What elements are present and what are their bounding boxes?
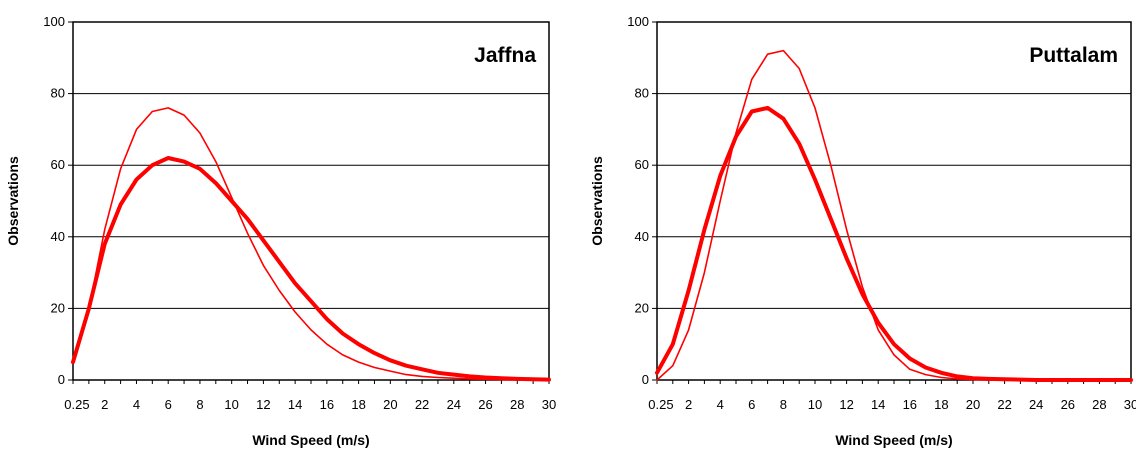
series-line-thick	[71, 156, 551, 382]
x-tick-label: 26	[478, 397, 492, 412]
x-tick-label: 12	[256, 397, 270, 412]
y-tick-label: 40	[635, 229, 649, 244]
x-tick-label: 14	[871, 397, 885, 412]
x-tick-label: 30	[1124, 397, 1136, 412]
plot-frame	[72, 21, 550, 381]
y-tick-label: 20	[51, 300, 65, 315]
x-tick-label: 10	[808, 397, 822, 412]
plot-frame	[656, 21, 1132, 381]
x-tick-label: 28	[1092, 397, 1106, 412]
series-line-thin	[72, 107, 550, 381]
x-tick-label: 26	[1061, 397, 1075, 412]
x-tick-label: 12	[839, 397, 853, 412]
y-tick-label: 100	[627, 14, 649, 29]
x-tick-label: 16	[320, 397, 334, 412]
x-tick-label: 18	[351, 397, 365, 412]
x-tick-label: 20	[966, 397, 980, 412]
y-tick-label: 0	[58, 372, 65, 387]
x-tick-label: 18	[934, 397, 948, 412]
x-tick-label: 8	[780, 397, 787, 412]
x-tick-label: 2	[685, 397, 692, 412]
y-axis-title: Observations	[589, 156, 605, 246]
y-tick-label: 60	[635, 157, 649, 172]
x-tick-label: 30	[542, 397, 556, 412]
y-axis-title: Observations	[5, 156, 21, 246]
x-axis-title: Wind Speed (m/s)	[252, 432, 369, 448]
x-axis-title: Wind Speed (m/s)	[835, 432, 952, 448]
x-tick-label: 14	[288, 397, 302, 412]
x-tick-label: 16	[903, 397, 917, 412]
y-tick-label: 80	[635, 86, 649, 101]
y-tick-label: 60	[51, 157, 65, 172]
series-line-thick	[655, 105, 1133, 382]
x-tick-label: 20	[383, 397, 397, 412]
x-tick-label: 6	[748, 397, 755, 412]
chart-title: Jaffna	[474, 44, 536, 67]
x-tick-label: 24	[447, 397, 461, 412]
x-tick-label: 28	[510, 397, 524, 412]
x-tick-label: 4	[717, 397, 724, 412]
x-tick-label: 0.25	[64, 397, 89, 412]
y-tick-label: 80	[51, 86, 65, 101]
x-tick-label: 8	[196, 397, 203, 412]
x-tick-label: 2	[101, 397, 108, 412]
x-tick-label: 6	[165, 397, 172, 412]
x-tick-label: 0.25	[648, 397, 673, 412]
x-tick-label: 22	[997, 397, 1011, 412]
x-tick-label: 24	[1029, 397, 1043, 412]
y-tick-label: 20	[635, 300, 649, 315]
y-tick-label: 40	[51, 229, 65, 244]
x-tick-label: 22	[415, 397, 429, 412]
x-tick-label: 4	[133, 397, 140, 412]
series-line-thin	[656, 49, 1132, 381]
chart-title: Puttalam	[1029, 44, 1118, 67]
y-tick-label: 0	[642, 372, 649, 387]
y-tick-label: 100	[43, 14, 65, 29]
x-tick-label: 10	[224, 397, 238, 412]
